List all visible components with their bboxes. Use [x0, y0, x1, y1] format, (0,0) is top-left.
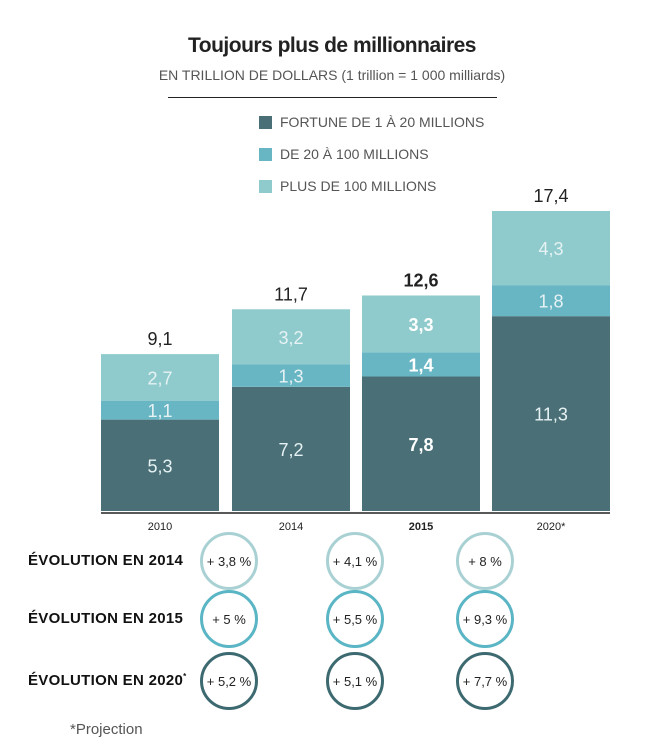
legend-item: FORTUNE DE 1 À 20 MILLIONS: [259, 114, 484, 130]
evolution-row-label: ÉVOLUTION EN 2014: [28, 552, 183, 569]
bar-segment: [362, 295, 480, 353]
growth-circle: + 4,1 %: [326, 532, 384, 590]
growth-circle: + 5,2 %: [200, 652, 258, 710]
chart-title: Toujours plus de millionnaires: [188, 34, 476, 57]
total-label: 9,1: [147, 329, 172, 349]
legend-item: DE 20 À 100 MILLIONS: [259, 146, 429, 162]
bar-segment: [101, 400, 219, 420]
segment-label: 11,3: [534, 405, 568, 425]
segment-label: 5,3: [147, 456, 172, 476]
bar-segment: [362, 352, 480, 377]
segment-label: 7,2: [278, 440, 303, 460]
segment-label: 7,8: [408, 435, 433, 455]
legend-label: DE 20 À 100 MILLIONS: [280, 146, 429, 162]
evolution-row-label: ÉVOLUTION EN 2020*: [28, 672, 187, 689]
legend-label: FORTUNE DE 1 À 20 MILLIONS: [280, 114, 485, 130]
title-divider: [168, 97, 497, 98]
bar-segment: [492, 211, 610, 286]
growth-circle: + 7,7 %: [456, 652, 514, 710]
bar-segment: [232, 386, 350, 511]
bar-segment: [492, 316, 610, 511]
segment-label: 1,8: [538, 292, 563, 312]
stacked-bar-chart: 5,3 1,1 2,7 9,1 2010 7,2 1,3 3,2 11,7 2014 7,8 1,4 3…: [101, 186, 610, 533]
row-label-text: ÉVOLUTION EN 2014: [28, 552, 184, 569]
legend-swatch: [259, 147, 272, 161]
growth-circle: + 8 %: [456, 532, 514, 590]
bar-segment: [232, 364, 350, 387]
legend-item: PLUS DE 100 MILLIONS: [259, 178, 436, 194]
bar-segment: [101, 354, 219, 401]
segment-label: 1,4: [408, 355, 433, 375]
segment-label: 3,2: [278, 328, 303, 348]
x-tick-label: 2015: [409, 521, 433, 533]
x-tick-label: 2020*: [537, 521, 566, 533]
bar-segment: [101, 419, 219, 511]
x-tick-label: 2010: [148, 521, 172, 533]
footnote: *Projection: [70, 721, 143, 738]
growth-circle: + 5,1 %: [326, 652, 384, 710]
bar-segment: [232, 309, 350, 365]
segment-label: 4,3: [538, 239, 563, 259]
row-label-text: ÉVOLUTION EN 2015: [28, 610, 184, 627]
growth-circle: + 3,8 %: [200, 532, 258, 590]
growth-circle: + 9,3 %: [456, 590, 514, 648]
footnote-marker: *: [183, 672, 187, 681]
chart-subtitle: EN TRILLION DE DOLLARS (1 trillion = 1 0…: [158, 67, 506, 83]
row-label-text: ÉVOLUTION EN 2020: [28, 672, 184, 689]
x-tick-label: 2014: [279, 521, 303, 533]
total-label: 11,7: [274, 284, 308, 304]
growth-circle: + 5,5 %: [326, 590, 384, 648]
legend-swatch: [259, 179, 272, 193]
legend-label: PLUS DE 100 MILLIONS: [280, 178, 437, 194]
segment-label: 1,1: [147, 401, 172, 421]
total-label: 17,4: [533, 186, 568, 206]
bar-segment: [492, 285, 610, 317]
bar-segment: [362, 376, 480, 511]
segment-label: 1,3: [278, 367, 303, 387]
legend-swatch: [259, 115, 272, 129]
total-label: 12,6: [403, 270, 438, 290]
evolution-row-label: ÉVOLUTION EN 2015: [28, 610, 183, 627]
segment-label: 3,3: [408, 315, 433, 335]
growth-circle: + 5 %: [200, 590, 258, 648]
segment-label: 2,7: [147, 368, 172, 388]
